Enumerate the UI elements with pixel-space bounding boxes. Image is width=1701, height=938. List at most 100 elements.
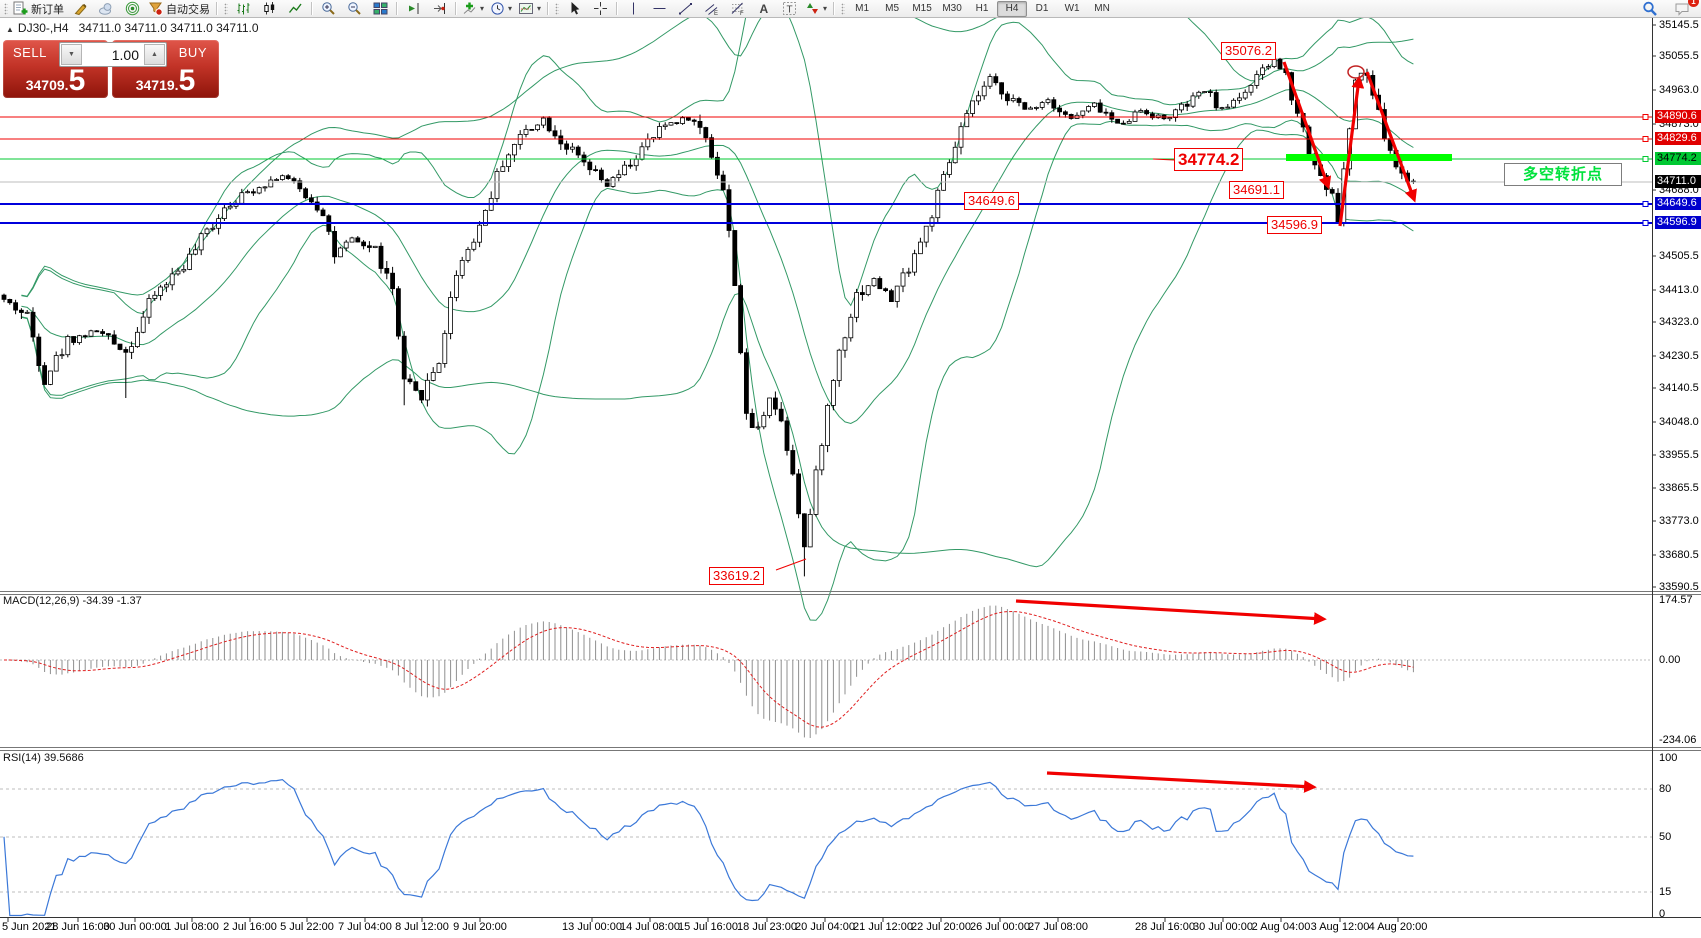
toolbar-separator: [455, 2, 456, 15]
trend-arrow: [1338, 75, 1365, 227]
candlestick-chart-button[interactable]: [256, 0, 282, 17]
timeframe-m1[interactable]: M1: [855, 3, 870, 14]
volume-decrease-button[interactable]: ▼: [61, 44, 82, 65]
arrows-icon: [807, 3, 819, 14]
toolbar: 新订单 自动交易: [0, 0, 1701, 18]
svg-text:T: T: [786, 5, 792, 16]
timeframe-m5[interactable]: M5: [885, 3, 900, 14]
search-icon: [1643, 1, 1657, 16]
signals-button[interactable]: [119, 0, 145, 17]
auto-scroll-icon: [408, 3, 418, 14]
auto-scroll-button[interactable]: [400, 0, 426, 17]
cursor-button[interactable]: [561, 0, 587, 17]
toolbar-separator: [833, 2, 835, 15]
volume-value[interactable]: 1.00: [111, 46, 139, 63]
periods-button[interactable]: ▾: [487, 0, 515, 17]
trend-arrow: [1015, 599, 1327, 625]
vertical-line-button[interactable]: [620, 0, 646, 17]
horizontal-line-icon: [653, 8, 666, 9]
templates-icon: [519, 3, 534, 14]
text-icon: A: [759, 2, 768, 16]
dropdown-caret-icon: ▾: [823, 3, 828, 13]
search-button[interactable]: [1637, 0, 1663, 17]
toolbar-grip: [841, 2, 846, 15]
text-button[interactable]: A: [750, 0, 776, 17]
auto-trading-funnel-icon: [149, 2, 163, 16]
timeframe-mn[interactable]: MN: [1094, 3, 1110, 14]
ohlc-values: 34711.0 34711.0 34711.0 34711.0: [78, 21, 259, 35]
buy-price: 34719.5: [112, 66, 219, 96]
svg-text:A: A: [759, 2, 768, 16]
chat-bubble-icon: [1675, 3, 1688, 16]
sell-price-big: 5: [68, 64, 86, 97]
vertical-line-icon: [632, 2, 634, 15]
new-order-label: 新订单: [31, 3, 64, 16]
volume-increase-button[interactable]: ▲: [144, 44, 165, 65]
auto-trading-label: 自动交易: [166, 3, 210, 16]
indicators-button[interactable]: ▾: [459, 0, 487, 17]
bar-chart-button[interactable]: [230, 0, 256, 17]
dropdown-caret-icon: ▾: [537, 3, 542, 13]
tile-windows-button[interactable]: [367, 0, 393, 17]
timeframe-h1[interactable]: H1: [975, 3, 989, 14]
timeframe-w1[interactable]: W1: [1064, 3, 1080, 14]
zoom-out-icon: [347, 2, 361, 15]
candlestick-chart-icon: [263, 2, 274, 15]
svg-text:F: F: [740, 11, 744, 16]
toolbar-grip: [4, 2, 8, 15]
horizontal-line-button[interactable]: [646, 0, 672, 17]
profile-cloud-icon: [99, 3, 112, 15]
indicators-add-icon: [463, 2, 476, 14]
sell-price: 34709.5: [3, 66, 108, 96]
macd-label: MACD(12,26,9) -34.39 -1.37: [3, 595, 142, 607]
buy-button[interactable]: BUY: [178, 45, 207, 60]
toolbar-grip: [224, 2, 228, 15]
crosshair-icon: [593, 2, 607, 15]
arrows-button[interactable]: ▾: [802, 0, 830, 17]
line-chart-button[interactable]: [282, 0, 308, 17]
chart-shift-button[interactable]: [426, 0, 452, 17]
buy-price-big: 5: [178, 64, 196, 97]
timeframe-m15[interactable]: M15: [912, 3, 932, 14]
zoom-out-button[interactable]: [341, 0, 367, 17]
trend-arrow: [1282, 61, 1332, 190]
profile-button[interactable]: [93, 0, 119, 17]
toolbar-grip: [555, 2, 560, 15]
sell-button[interactable]: SELL: [13, 45, 47, 60]
fibonacci-button[interactable]: F: [724, 0, 750, 17]
one-click-trading-panel: SELL 34709.5 BUY 34719.5 ▼ 1.00 ▲: [3, 40, 219, 98]
timeframe-h4[interactable]: H4: [997, 0, 1028, 17]
equidistant-channel-icon: E: [704, 4, 718, 16]
new-order-button[interactable]: 新订单: [10, 0, 67, 17]
bar-chart-icon: [237, 3, 249, 15]
toolbar-separator: [216, 2, 217, 15]
notifications-button[interactable]: 1: [1669, 0, 1699, 17]
fibonacci-icon: F: [731, 2, 744, 16]
timeframe-d1[interactable]: D1: [1035, 3, 1049, 14]
periods-clock-icon: [491, 2, 504, 15]
zoom-in-button[interactable]: [315, 0, 341, 17]
dropdown-caret-icon: ▾: [508, 3, 513, 13]
trendline-button[interactable]: [672, 0, 698, 17]
trendline-icon: [678, 3, 692, 15]
trend-arrow: [1046, 771, 1317, 793]
timeframe-m30[interactable]: M30: [942, 3, 962, 14]
equidistant-channel-button[interactable]: E: [698, 0, 724, 17]
tile-windows-icon: [373, 2, 387, 15]
styler-button[interactable]: [67, 0, 93, 17]
signals-icon: [125, 1, 139, 16]
symbol-period-title: DJ30-,H4: [17, 21, 69, 35]
text-label-button[interactable]: T: [776, 0, 802, 17]
cursor-icon: [571, 2, 579, 15]
toolbar-separator: [396, 2, 397, 15]
trend-arrow: [1365, 71, 1417, 203]
crosshair-button[interactable]: [587, 0, 613, 17]
collapse-panel-icon[interactable]: ▲: [6, 25, 14, 34]
templates-button[interactable]: ▾: [515, 0, 544, 17]
chart-title: ▲ DJ30-,H4 34711.0 34711.0 34711.0 34711.0: [6, 21, 259, 35]
dropdown-caret-icon: ▾: [480, 3, 485, 13]
toolbar-separator: [547, 2, 549, 15]
auto-trading-button[interactable]: 自动交易: [145, 0, 213, 17]
